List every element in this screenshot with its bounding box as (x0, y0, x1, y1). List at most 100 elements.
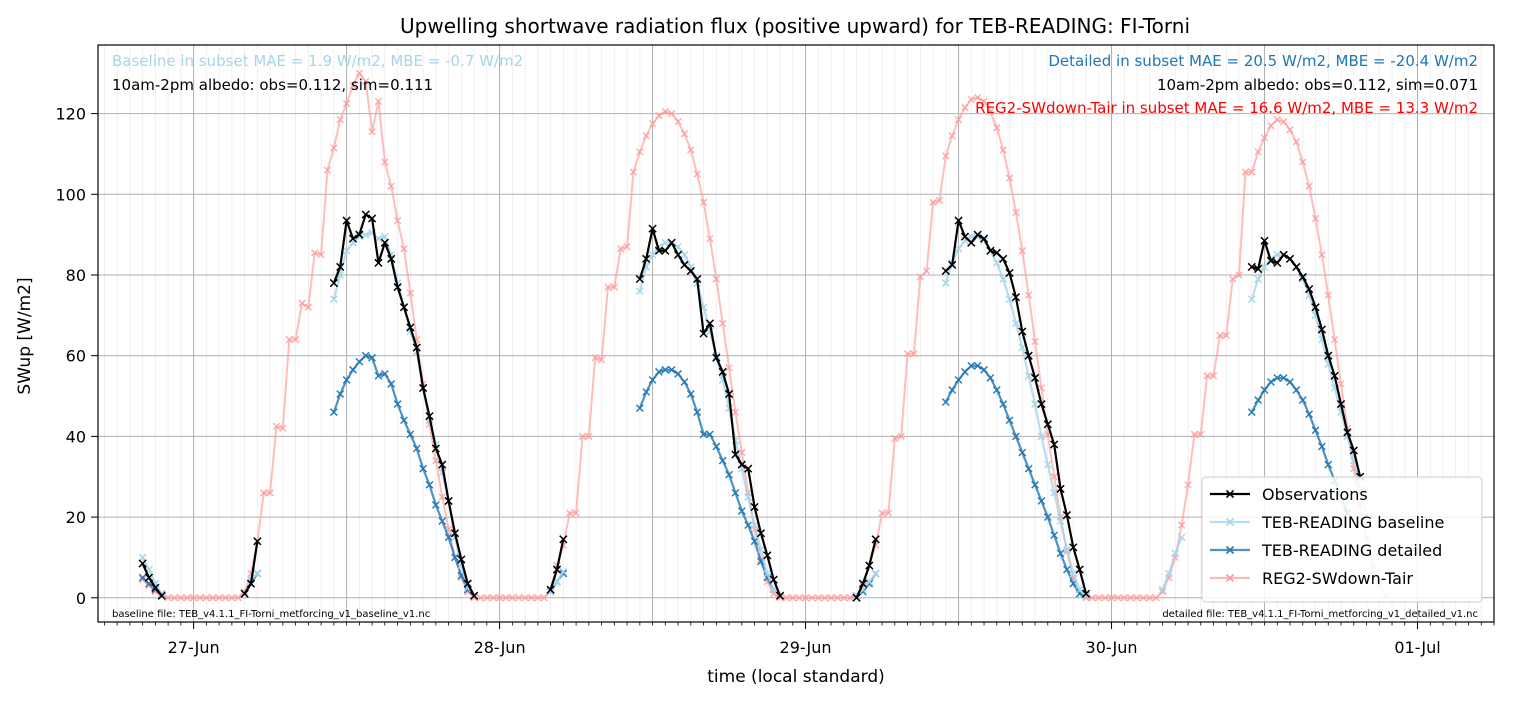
data-point-reg2-swdown-tair (1222, 331, 1231, 340)
data-point-observations (1305, 284, 1314, 294)
x-tick-label: 27-Jun (168, 638, 220, 657)
data-point-observations (769, 575, 778, 584)
data-point-teb-reading-detailed (451, 553, 459, 562)
data-point-observations (240, 589, 249, 598)
data-point-reg2-swdown-tair (1292, 138, 1301, 146)
data-point-teb-reading-detailed (750, 537, 759, 546)
data-point-reg2-swdown-tair (400, 245, 408, 253)
data-point-reg2-swdown-tair (585, 432, 593, 441)
data-point-reg2-swdown-tair (1248, 168, 1256, 176)
data-point-reg2-swdown-tair (980, 97, 988, 106)
data-point-teb-reading-detailed (1324, 460, 1333, 469)
data-point-teb-reading-detailed (648, 375, 657, 384)
data-point-teb-reading-detailed (425, 480, 434, 489)
data-point-reg2-swdown-tair (922, 267, 931, 275)
legend-item-detailed: TEB-READING detailed (1210, 541, 1442, 560)
data-point-reg2-swdown-tair (368, 128, 376, 136)
data-point-observations (673, 250, 683, 259)
data-point-teb-reading-baseline (559, 567, 568, 576)
legend-marker-observations (1225, 489, 1235, 499)
data-point-reg2-swdown-tair (540, 594, 548, 602)
data-point-teb-reading-detailed (973, 361, 982, 370)
data-point-observations (941, 266, 950, 276)
data-point-reg2-swdown-tair (674, 117, 682, 126)
data-point-reg2-swdown-tair (260, 489, 268, 497)
data-point-observations (1298, 272, 1307, 282)
data-point-observations (699, 329, 708, 338)
data-point-reg2-swdown-tair (514, 594, 523, 602)
data-point-teb-reading-baseline (680, 250, 689, 259)
data-point-teb-reading-baseline (1171, 549, 1180, 558)
data-point-observations (712, 353, 721, 362)
y-tick-label: 20 (66, 508, 86, 527)
series-line-observations (1251, 239, 1362, 477)
data-point-teb-reading-baseline (329, 295, 338, 304)
data-point-reg2-swdown-tair (336, 115, 344, 124)
data-point-reg2-swdown-tair (381, 158, 389, 166)
data-point-teb-reading-detailed (712, 442, 721, 451)
data-point-teb-reading-baseline (1005, 295, 1014, 304)
series-line-observations (855, 539, 877, 599)
data-point-reg2-swdown-tair (342, 99, 351, 108)
data-point-teb-reading-baseline (1177, 533, 1186, 542)
data-point-teb-reading-detailed (999, 400, 1008, 409)
data-point-observations (1050, 440, 1059, 449)
data-point-reg2-swdown-tair (667, 109, 676, 118)
data-point-observations (463, 579, 472, 588)
data-point-reg2-swdown-tair (1018, 247, 1027, 255)
data-point-teb-reading-baseline (1260, 262, 1269, 271)
data-point-reg2-swdown-tair (655, 111, 663, 120)
legend-item-observations: Observations (1210, 485, 1368, 504)
data-point-teb-reading-detailed (1031, 480, 1039, 489)
data-point-reg2-swdown-tair (387, 182, 395, 190)
data-point-teb-reading-baseline (999, 275, 1008, 283)
data-point-reg2-swdown-tair (897, 432, 905, 441)
data-point-reg2-swdown-tair (891, 434, 899, 443)
data-point-reg2-swdown-tair (986, 107, 995, 116)
y-tick-label: 60 (66, 347, 86, 366)
data-point-reg2-swdown-tair (604, 283, 612, 291)
data-point-observations (1056, 484, 1065, 493)
data-point-teb-reading-detailed (138, 573, 147, 582)
data-point-reg2-swdown-tair (285, 335, 293, 344)
series-observations (138, 210, 1365, 602)
data-point-teb-reading-detailed (744, 521, 753, 530)
data-point-reg2-swdown-tair (1318, 251, 1326, 259)
data-point-teb-reading-detailed (368, 353, 377, 362)
data-point-observations (469, 591, 479, 600)
data-point-reg2-swdown-tair (1337, 380, 1345, 388)
data-point-reg2-swdown-tair (572, 509, 580, 517)
data-point-reg2-swdown-tair (954, 115, 963, 124)
data-point-observations (431, 444, 440, 453)
data-point-reg2-swdown-tair (138, 575, 147, 584)
data-point-teb-reading-baseline (253, 569, 262, 578)
data-point-teb-reading-detailed (406, 430, 415, 439)
y-tick-label: 40 (66, 427, 86, 446)
data-point-reg2-swdown-tair (1260, 134, 1269, 142)
data-point-teb-reading-detailed (655, 367, 663, 376)
data-point-reg2-swdown-tair (712, 275, 721, 283)
data-point-reg2-swdown-tair (164, 594, 172, 602)
data-point-reg2-swdown-tair (272, 422, 281, 431)
data-point-observations (1330, 371, 1339, 380)
data-point-reg2-swdown-tair (323, 166, 332, 174)
data-point-teb-reading-detailed (1005, 416, 1014, 425)
data-point-teb-reading-detailed (387, 380, 396, 388)
data-point-observations (661, 246, 670, 255)
data-point-teb-reading-baseline (1158, 585, 1167, 594)
data-point-teb-reading-baseline (954, 244, 963, 253)
data-point-reg2-swdown-tair (202, 594, 211, 602)
data-point-reg2-swdown-tair (648, 119, 657, 128)
data-point-reg2-swdown-tair (699, 198, 708, 207)
data-point-reg2-swdown-tair (616, 245, 625, 253)
data-point-observations (393, 282, 402, 292)
data-point-reg2-swdown-tair (476, 594, 485, 602)
data-point-reg2-swdown-tair (470, 594, 478, 602)
data-point-teb-reading-baseline (342, 246, 351, 255)
data-point-teb-reading-baseline (380, 232, 389, 241)
data-point-reg2-swdown-tair (266, 489, 274, 497)
data-point-teb-reading-detailed (438, 517, 447, 526)
data-point-teb-reading-baseline (1062, 545, 1071, 554)
legend-label-observations: Observations (1262, 485, 1368, 504)
